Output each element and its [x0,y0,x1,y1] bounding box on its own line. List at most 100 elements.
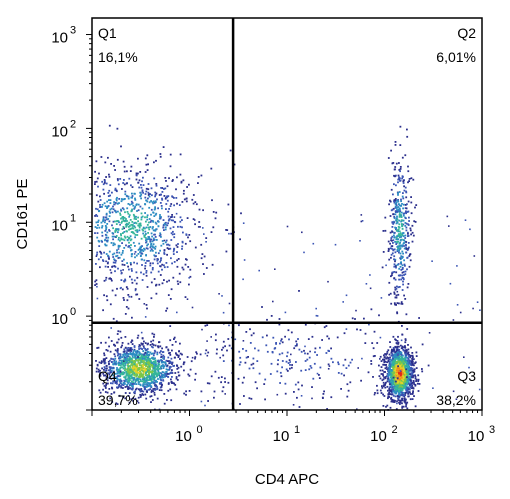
event-dot [243,376,245,379]
event-dot [105,349,108,351]
event-dot [130,227,133,230]
event-dot [394,251,397,254]
event-dot [138,348,140,350]
event-dot [411,398,414,400]
event-dot [387,375,390,377]
event-dot [326,335,329,338]
event-dot [155,159,157,162]
event-dot [149,388,152,390]
event-dot [392,357,394,360]
event-dot [168,360,171,362]
event-dot [143,369,146,372]
event-dot [103,202,106,205]
event-dot [111,224,113,227]
event-dot [122,353,124,356]
event-dot [228,302,231,305]
event-dot [408,180,410,182]
event-dot [314,351,316,354]
event-dot [152,344,155,346]
event-dot [395,363,398,366]
event-dot [119,369,122,372]
event-dot [166,247,169,249]
event-dot [97,346,100,349]
event-dot [404,237,407,239]
event-dot [109,397,112,400]
event-dot [137,369,140,371]
event-dot [134,229,137,232]
event-dot [111,266,113,268]
x-tick-exponent: 3 [489,424,495,436]
event-dot [404,352,407,355]
event-dot [261,336,264,339]
event-dot [398,249,400,252]
event-dot [406,387,409,389]
event-dot [159,382,162,385]
event-dot [381,266,384,269]
event-dot [145,270,148,272]
event-dot [182,192,185,195]
event-dot [410,366,412,369]
event-dot [200,390,203,393]
event-dot [395,376,397,378]
event-dot [147,221,150,224]
event-dot [405,389,408,392]
event-dot [154,206,156,209]
event-dot [99,374,102,376]
event-dot [380,360,383,362]
event-dot [415,367,418,369]
event-dot [108,250,111,253]
event-dot [140,342,143,345]
event-dot [391,271,394,274]
event-dot [403,239,406,242]
event-dot [136,352,138,355]
event-dot [395,238,398,241]
event-dot [132,361,135,364]
event-dot [459,311,462,314]
event-dot [159,378,162,380]
event-dot [163,252,166,254]
event-dot [390,397,392,400]
event-dot [346,395,349,398]
event-dot [195,203,198,206]
event-dot [414,375,417,378]
event-dot [135,387,138,390]
event-dot [318,377,321,379]
event-dot [278,318,281,320]
event-dot [327,349,330,352]
event-dot [393,362,395,365]
event-dot [171,344,174,346]
event-dot [197,226,200,228]
event-dot [126,357,128,360]
event-dot [111,382,114,385]
event-dot [388,369,390,372]
event-dot [410,376,413,379]
event-dot [106,379,109,382]
event-dot [120,222,123,224]
event-dot [159,202,162,204]
event-dot [164,362,167,365]
event-dot [337,363,340,366]
event-dot [446,215,449,218]
event-dot [116,382,118,385]
event-dot [156,198,158,201]
event-dot [136,363,139,366]
event-dot [390,237,393,239]
event-dot [122,364,125,367]
event-dot [394,260,396,263]
event-dot [448,225,450,227]
event-dot [275,343,277,345]
event-dot [414,206,416,209]
event-dot [298,290,300,292]
event-dot [108,124,111,127]
event-dot [390,378,393,381]
event-dot [394,288,397,291]
event-dot [405,352,408,355]
event-dot [193,219,196,221]
event-dot [158,363,161,366]
event-dot [138,369,141,372]
event-dot [95,263,97,265]
event-dot [200,400,203,403]
event-dot [195,351,198,354]
event-dot [139,396,142,398]
event-dot [105,279,107,281]
